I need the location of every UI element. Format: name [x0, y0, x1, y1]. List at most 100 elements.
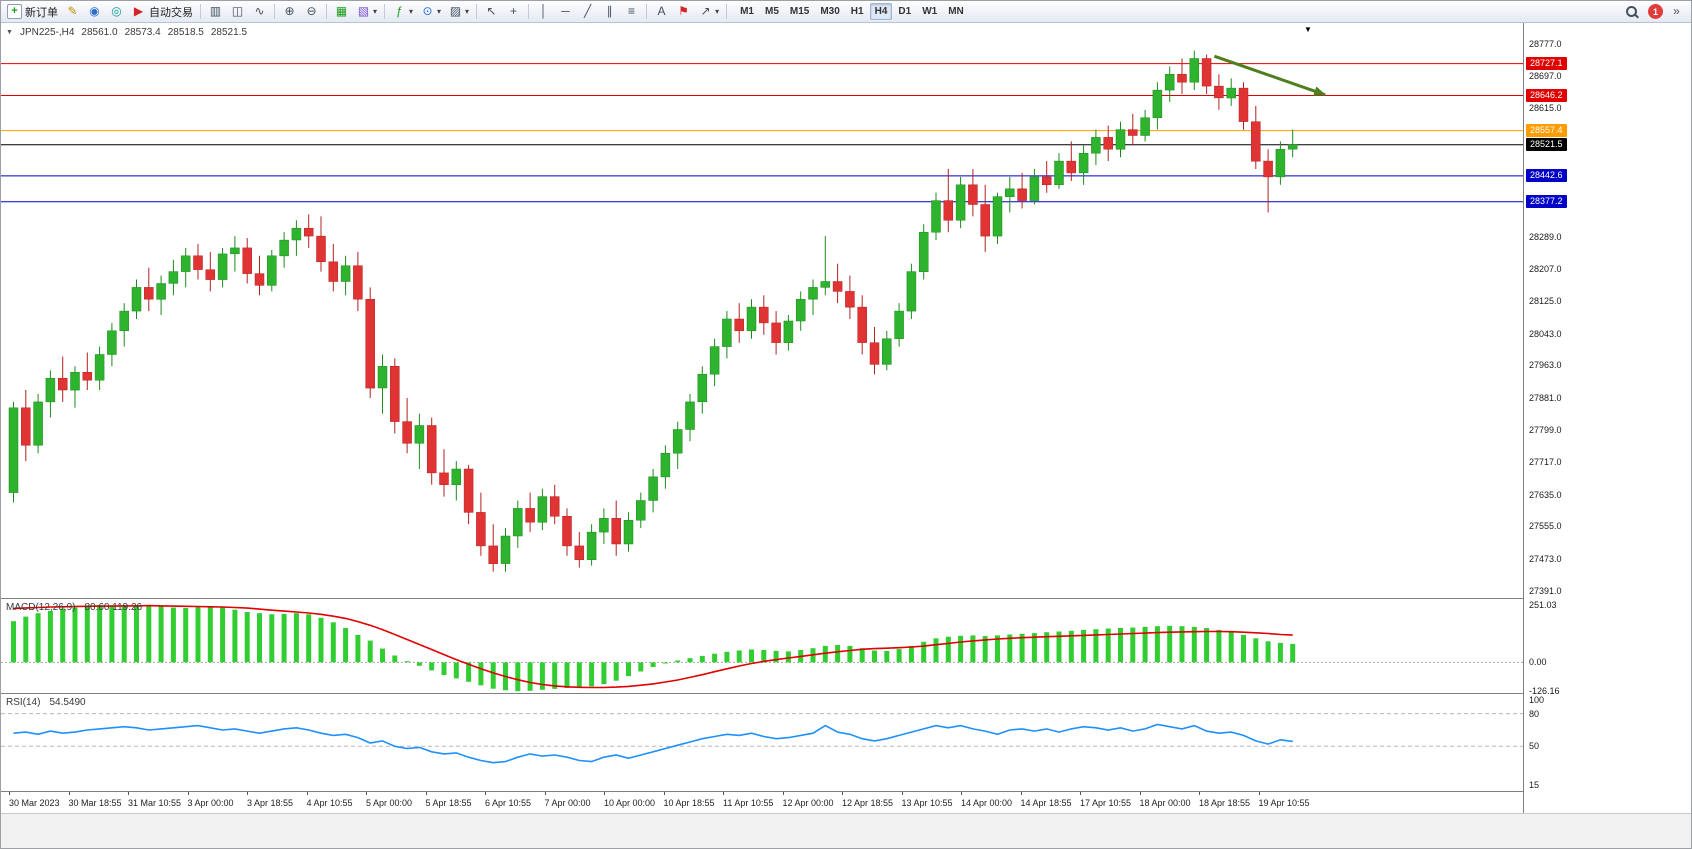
tile-windows-button[interactable]: ▦ [331, 2, 352, 22]
cursor-tool-button[interactable]: ↖ [481, 2, 502, 22]
autotrading-button[interactable]: ▶ 自动交易 [128, 2, 196, 22]
rsi-value: 54.5490 [49, 697, 86, 708]
annotation-arrow [1213, 54, 1327, 97]
vertical-line-tool-button[interactable]: │ [533, 2, 554, 22]
notification-badge[interactable]: 1 [1648, 4, 1663, 19]
indicators-icon: ƒ [396, 4, 403, 18]
time-axis-tick [1080, 792, 1081, 795]
zoom-out-button[interactable]: ⊖ [301, 2, 322, 22]
time-axis-tick [604, 792, 605, 795]
time-axis-tick [1258, 792, 1260, 795]
text-tool-button[interactable]: A [651, 2, 672, 22]
macd-canvas[interactable] [1, 599, 1523, 693]
price-level-badge: 28377.2 [1526, 194, 1567, 208]
price-axis-tick: 28289.0 [1529, 231, 1562, 242]
candlestick-chart-button[interactable]: ◫ [227, 2, 248, 22]
horizontal-line-tool-button[interactable]: ─ [555, 2, 576, 22]
periods-button[interactable]: ⊙ ▾ [417, 2, 444, 22]
toolbar-separator [384, 4, 386, 19]
cursor-icon: ↖ [486, 4, 497, 18]
search-icon [1625, 5, 1639, 19]
flag-icon: ⚑ [678, 4, 689, 18]
time-axis-label: 3 Apr 00:00 [187, 798, 234, 808]
price-axis-tick: 28207.0 [1529, 263, 1562, 274]
price-axis-tick: 100 [1529, 695, 1545, 705]
bar-chart-icon: ▥ [209, 4, 222, 18]
main-chart-canvas[interactable] [1, 23, 1523, 598]
toolbar-separator [646, 4, 648, 19]
time-axis-label: 11 Apr 10:55 [723, 798, 774, 808]
fibonacci-icon: ≡ [628, 4, 636, 18]
channel-tool-button[interactable]: ∥ [599, 2, 620, 22]
time-axis-label: 30 Mar 2023 [9, 798, 60, 808]
timeframe-m5-button[interactable]: M5 [760, 3, 784, 20]
time-axis-tick [425, 792, 427, 795]
price-level-badge: 28557.4 [1526, 123, 1567, 137]
timeframe-m30-button[interactable]: M30 [815, 3, 844, 20]
price-level-badge: 28521.5 [1526, 137, 1567, 151]
toolbar: + 新订单 ✎ ◉ ◎ ▶ 自动交易 ▥ ◫ ∿ ⊕ ⊖ ▦ ▧ ▾ ƒ ▾ ⊙ ▾ … [1, 1, 1691, 23]
time-axis-label: 18 Apr 18:55 [1199, 798, 1251, 808]
time-axis-tick [68, 792, 70, 795]
timeframe-mn-button[interactable]: MN [943, 3, 969, 20]
toolbar-separator [726, 4, 728, 19]
price-axis[interactable]: 28777.0 28697.0 28615.0 28289.0 28207.0 28125… [1523, 23, 1691, 813]
toolbar-separator [274, 4, 275, 19]
time-axis-tick [1199, 792, 1200, 795]
timeframe-w1-button[interactable]: W1 [917, 3, 942, 20]
chart-symbol-info: ▼ JPN225-,H4 28561.0 28573.4 28518.5 285… [6, 27, 247, 38]
time-axis-tick [663, 792, 665, 795]
macd-name: MACD(12,26,9) [6, 602, 76, 613]
templates-icon: ▨ [449, 4, 462, 18]
macd-signal-line [13, 604, 1293, 689]
timeframe-h1-button[interactable]: H1 [846, 3, 869, 20]
close-value: 28521.5 [210, 27, 248, 38]
timeframe-m15-button[interactable]: M15 [785, 3, 814, 20]
rsi-pane[interactable]: RSI(14) 54.5490 [1, 694, 1523, 792]
time-axis-tick [366, 792, 367, 795]
macd-histogram [11, 605, 1296, 692]
time-axis[interactable]: 30 Mar 2023 30 Mar 18:55 31 Mar 10:55 3 Apr… [1, 792, 1523, 813]
search-button[interactable] [1622, 2, 1642, 22]
templates-button[interactable]: ▨ ▾ [445, 2, 472, 22]
zoom-out-icon: ⊖ [306, 4, 317, 18]
price-axis-tick: 15 [1529, 779, 1540, 790]
new-order-button[interactable]: + 新订单 [4, 2, 61, 22]
channel-icon: ∥ [606, 4, 613, 18]
open-value: 28561.0 [81, 27, 118, 38]
time-axis-label: 5 Apr 18:55 [425, 798, 472, 808]
crosshair-tool-button[interactable]: + [503, 2, 524, 22]
signals-button[interactable]: ◎ [106, 2, 127, 22]
time-axis-label: 31 Mar 10:55 [128, 798, 182, 808]
chart-shift-marker-icon[interactable]: ▼ [1304, 25, 1312, 34]
timeframe-d1-button[interactable]: D1 [893, 3, 916, 20]
zoom-in-button[interactable]: ⊕ [279, 2, 300, 22]
metaeditor-button[interactable]: ✎ [62, 2, 83, 22]
line-chart-button[interactable]: ∿ [249, 2, 270, 22]
indicators-button[interactable]: ƒ ▾ [389, 2, 416, 22]
text-label-tool-button[interactable]: ⚑ [673, 2, 694, 22]
timeframe-m1-button[interactable]: M1 [735, 3, 759, 20]
toolbar-overflow-icon[interactable]: » [1673, 4, 1680, 18]
time-axis-label: 5 Apr 00:00 [366, 798, 413, 808]
new-chart-icon: ▧ [357, 4, 370, 18]
time-axis-label: 4 Apr 10:55 [306, 798, 353, 808]
collapse-icon[interactable]: ▼ [6, 29, 13, 36]
bar-chart-button[interactable]: ▥ [205, 2, 226, 22]
main-chart-pane[interactable]: ▼ JPN225-,H4 28561.0 28573.4 28518.5 285… [1, 23, 1523, 599]
arrows-tool-button[interactable]: ↗ ▾ [695, 2, 722, 22]
market-button[interactable]: ◉ [84, 2, 105, 22]
new-chart-button[interactable]: ▧ ▾ [353, 2, 380, 22]
price-axis-tick: 28125.0 [1529, 296, 1562, 307]
timeframe-h4-button[interactable]: H4 [869, 3, 893, 20]
new-order-label: 新订单 [25, 6, 58, 19]
time-axis-tick [723, 792, 724, 795]
rsi-canvas[interactable] [1, 694, 1523, 791]
time-axis-tick [842, 792, 843, 795]
rsi-line [13, 723, 1293, 764]
fibonacci-tool-button[interactable]: ≡ [621, 2, 642, 22]
rsi-name: RSI(14) [6, 697, 41, 708]
macd-pane[interactable]: MACD(12,26,9) 80.60 119.26 [1, 599, 1523, 694]
chevron-down-icon: ▾ [465, 7, 470, 16]
trendline-tool-button[interactable]: ╱ [577, 2, 598, 22]
